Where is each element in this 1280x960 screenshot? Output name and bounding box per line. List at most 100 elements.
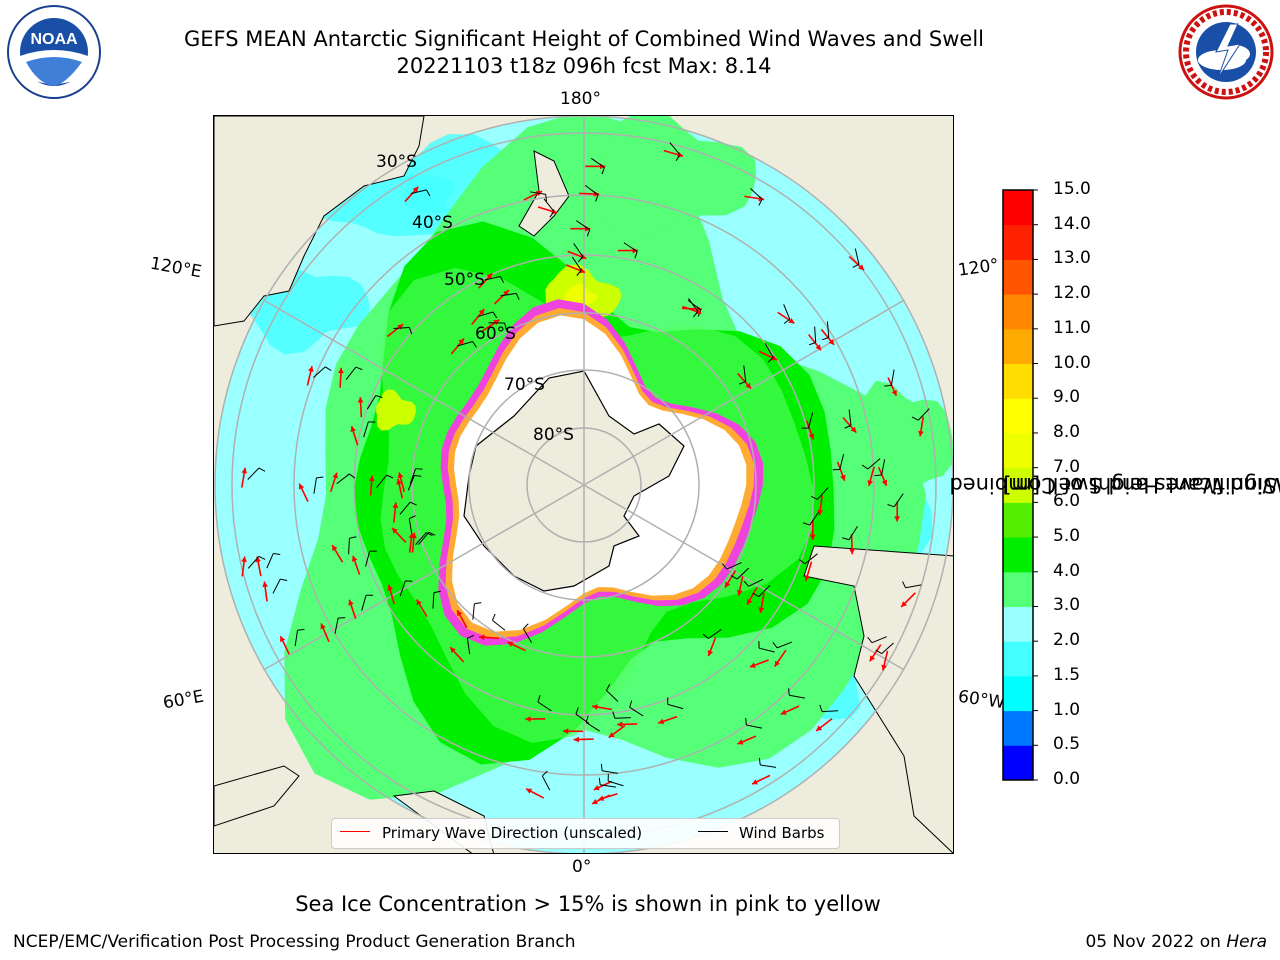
wind-barb-flag: [426, 189, 431, 197]
wind-barb: [409, 468, 417, 484]
wind-barb-flag: [752, 592, 760, 598]
wave-field-high-west: [376, 389, 416, 431]
wind-barb-flag: [504, 322, 507, 330]
wind-barb: [576, 220, 590, 231]
wind-barb: [366, 395, 377, 410]
colorbar-tick-label: 1.5: [1053, 664, 1081, 685]
wave-arrow-head: [593, 785, 600, 791]
colorbar-tick-label: 10.0: [1053, 352, 1091, 373]
wave-arrow-head: [658, 718, 665, 725]
wave-arrow-head: [457, 610, 463, 617]
wind-barb: [334, 618, 339, 634]
wave-arrow-head: [241, 556, 247, 563]
colorbar-segment: [1003, 710, 1033, 746]
wind-barb: [854, 248, 860, 265]
wave-arrow-head: [737, 739, 744, 745]
wind-barb-flag: [884, 384, 892, 387]
wave-arrow-head: [392, 528, 398, 534]
meridian-line: [263, 484, 585, 671]
wave-arrow-head: [392, 502, 399, 508]
wind-barb: [399, 580, 406, 597]
wind-barb-flag: [349, 536, 357, 539]
wind-barb: [881, 642, 894, 655]
colorbar-tick-label: 7.0: [1053, 456, 1081, 477]
wave-arrow-head: [299, 483, 305, 490]
wind-barb: [415, 532, 427, 545]
wind-barb-flag: [844, 425, 852, 429]
wind-barb: [408, 518, 413, 535]
lat-label-60s: 60°S: [475, 324, 516, 344]
wave-arrow-head: [736, 589, 743, 596]
wind-barb-flag: [273, 552, 281, 555]
wave-arrow-head: [507, 641, 514, 647]
wave-arrow-head: [809, 534, 816, 540]
colorbar-tick-label: 12.0: [1053, 283, 1091, 304]
madagascar: [214, 765, 300, 827]
wind-barb-flag: [911, 416, 919, 421]
colorbar-tick-label: 5.0: [1053, 526, 1081, 547]
wind-barb-flag: [675, 154, 681, 161]
wind-barb-flag: [280, 578, 288, 581]
wind-barb-flag: [722, 563, 728, 570]
lon-label-120e: 120°E: [148, 253, 204, 283]
wind-barb-flag: [537, 695, 541, 703]
colorbar: [1002, 189, 1038, 781]
wave-arrow-head: [563, 728, 569, 735]
wind-barb-flag: [595, 194, 599, 202]
wind-barb: [817, 487, 829, 500]
wind-barb: [826, 321, 830, 338]
wind-barb-flag: [515, 293, 520, 300]
wind-barb: [783, 304, 791, 320]
wave-arrow-head: [725, 581, 731, 588]
wind-barb-flag: [605, 684, 611, 691]
wind-barb: [809, 511, 820, 526]
wave-arrow-head: [758, 607, 765, 613]
wind-barb: [393, 326, 410, 330]
wind-barb-flag: [810, 495, 818, 500]
wind-barb: [376, 474, 388, 488]
wind-barb-flag: [586, 229, 591, 237]
wind-barb-flag: [745, 717, 747, 726]
wave-arrow-head: [815, 344, 821, 351]
wind-barb-flag: [887, 504, 895, 508]
wind-barb-flag: [472, 341, 477, 348]
wind-barb-flag: [258, 555, 266, 560]
wind-barb: [905, 584, 922, 589]
lat-label-50s: 50°S: [444, 270, 485, 290]
wave-field-3-4m-north: [596, 116, 756, 238]
colorbar-segment: [1003, 606, 1033, 642]
wind-barb: [848, 525, 858, 541]
lat-label-40s: 40°S: [412, 213, 453, 233]
wave-arrow-head: [707, 650, 713, 657]
legend-barb-label: Wind Barbs: [739, 824, 825, 842]
lon-label-180: 180°: [560, 89, 601, 109]
wind-barb-flag: [575, 707, 579, 715]
colorbar-segment: [1003, 502, 1033, 538]
wave-arrow-head: [901, 601, 907, 607]
wind-barb: [348, 538, 350, 555]
legend-barb-line: [698, 831, 728, 832]
wind-barb: [746, 724, 763, 729]
wind-barb: [500, 292, 517, 297]
wave-arrow-head: [592, 798, 598, 805]
wind-barb-flag: [634, 251, 638, 259]
wave-arrow-head: [840, 474, 846, 481]
wind-barb: [266, 553, 274, 569]
wind-barb: [294, 630, 299, 647]
wave-arrow-head: [867, 480, 873, 486]
wind-barb-flag: [902, 581, 907, 589]
wind-barb: [543, 198, 555, 212]
wind-barb: [736, 567, 750, 580]
wind-barb: [623, 242, 638, 252]
wind-barb: [606, 690, 619, 702]
wave-arrow-head: [858, 264, 865, 271]
wave-arrow-head: [387, 584, 393, 591]
wind-barb: [764, 343, 774, 358]
wave-arrow-head: [486, 273, 493, 280]
wave-arrow-head: [808, 433, 815, 440]
colorbar-tick-label: 11.0: [1053, 317, 1091, 338]
wind-barb-flag: [467, 634, 475, 639]
wind-barb: [726, 562, 742, 570]
meridian-line: [263, 299, 585, 486]
colorbar-tick-label: 3.0: [1053, 595, 1081, 616]
